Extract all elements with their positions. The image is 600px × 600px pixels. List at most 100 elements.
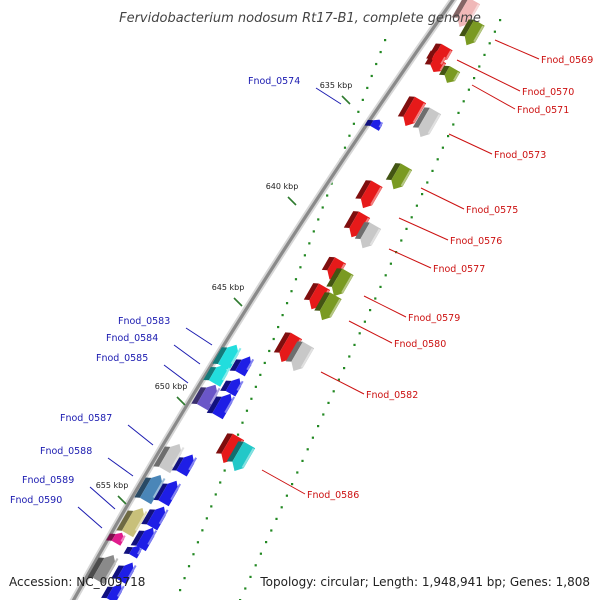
gene-fnod-0571[interactable] — [437, 64, 461, 86]
gc-skew-dot-outer — [478, 65, 481, 68]
gene-fnod-0569[interactable] — [457, 17, 485, 48]
label-connector — [261, 469, 306, 495]
gene-label[interactable]: Fnod_0574 — [248, 76, 300, 87]
gene-unlabeled-forward-3-face — [403, 96, 427, 126]
gene-unlabeled-reverse-6-highlight — [170, 483, 182, 501]
gene-label[interactable]: Fnod_0571 — [517, 105, 569, 116]
gene-label[interactable]: Fnod_0579 — [408, 313, 460, 324]
gene-unlabeled-reverse-6[interactable] — [152, 475, 182, 508]
gene-unlabeled-gray-bottom[interactable] — [87, 549, 119, 586]
label-connector — [398, 217, 449, 241]
gene-label[interactable]: Fnod_0573 — [494, 150, 546, 161]
gc-skew-dot-inner — [375, 62, 378, 66]
gene-unlabeled-reverse-9-highlight — [137, 547, 143, 555]
gene-label[interactable]: Fnod_0583 — [118, 316, 170, 327]
gc-skew-dot-outer — [285, 494, 288, 497]
gene-fnod-0586-side — [226, 441, 244, 462]
gene-fnod-0575-side — [385, 163, 401, 180]
gene-unlabeled-reverse-3[interactable] — [220, 373, 244, 399]
gc-skew-dot-inner — [219, 481, 222, 484]
gene-unlabeled-forward-5-side — [343, 211, 359, 228]
gc-skew-dot-inner — [361, 98, 364, 101]
gene-label[interactable]: Fnod_0585 — [96, 353, 148, 364]
gene-unlabeled-reverse-5[interactable] — [170, 449, 198, 479]
gene-unlabeled-reverse-8[interactable] — [130, 522, 158, 553]
gene-label[interactable]: Fnod_0580 — [394, 339, 446, 350]
gene-unlabeled-reverse-2[interactable] — [229, 351, 255, 378]
gc-skew-dot-outer — [322, 413, 325, 416]
gene-unlabeled-reverse-11-highlight — [116, 585, 125, 597]
gene-fnod-0589[interactable] — [116, 502, 148, 539]
gene-unlabeled-reverse-3-highlight — [236, 380, 244, 391]
map-title: Fervidobacterium nodosum Rt17-B1, comple… — [119, 11, 481, 26]
gene-fnod-0587[interactable] — [153, 438, 185, 475]
gene-unlabeled-reverse-7-highlight — [158, 509, 169, 525]
gene-label[interactable]: Fnod_0586 — [307, 490, 359, 501]
gc-skew-dot-outer — [499, 19, 502, 22]
gene-unlabeled-reverse-11-face — [106, 583, 122, 600]
gc-skew-dot-outer — [301, 459, 304, 462]
gc-skew-dot-outer — [244, 587, 247, 590]
gc-skew-dot-outer — [384, 274, 387, 277]
gene-fnod-0585[interactable] — [191, 379, 221, 413]
gene-fnod-0580[interactable] — [312, 290, 342, 323]
gc-skew-dot-outer — [369, 309, 372, 312]
gene-unlabeled-reverse-9[interactable] — [123, 541, 143, 561]
gene-fnod-0573[interactable] — [411, 105, 442, 140]
gc-skew-dot-inner — [308, 242, 311, 245]
gene-label[interactable]: Fnod_0576 — [450, 236, 502, 247]
gene-unlabeled-reverse-7[interactable] — [141, 501, 169, 532]
gene-fnod-0580-side — [314, 292, 331, 311]
gene-unlabeled-reverse-10[interactable] — [111, 557, 137, 586]
gene-unlabeled-reverse-5-face — [176, 454, 195, 477]
gc-skew-dot-outer — [405, 227, 408, 230]
gene-fnod-0580-highlight — [329, 298, 341, 318]
gene-unlabeled-reverse-11[interactable] — [101, 578, 125, 600]
gene-unlabeled-reverse-4[interactable] — [206, 388, 236, 421]
gene-label[interactable]: Fnod_0588 — [40, 446, 92, 457]
gene-label[interactable]: Fnod_0582 — [366, 390, 418, 401]
gc-skew-dot-outer — [421, 193, 424, 196]
gc-skew-dot-outer — [296, 471, 299, 474]
gene-label[interactable]: Fnod_0575 — [466, 205, 518, 216]
gene-label[interactable]: Fnod_0587 — [60, 413, 112, 424]
gene-label[interactable]: Fnod_0577 — [433, 264, 485, 275]
gene-label[interactable]: Fnod_0584 — [106, 333, 158, 344]
gene-label[interactable]: Fnod_0570 — [522, 87, 574, 98]
gc-skew-dot-inner — [223, 469, 226, 472]
gene-fnod-0570[interactable] — [425, 48, 447, 69]
scale-tick-mark — [176, 396, 186, 406]
gene-unlabeled-forward-3[interactable] — [396, 94, 427, 129]
gc-skew-dot-outer — [327, 401, 330, 404]
gene-fnod-0586[interactable] — [225, 439, 256, 474]
gene-fnod-0584[interactable] — [203, 359, 231, 389]
gene-unlabeled-reverse-1-highlight — [378, 121, 384, 128]
gene-fnod-0588[interactable] — [134, 469, 166, 506]
gene-unlabeled-forward-1-side — [430, 43, 442, 53]
gene-unlabeled-forward-3-side — [397, 96, 415, 117]
gene-fnod-0582[interactable] — [284, 339, 315, 374]
label-connector — [77, 506, 103, 529]
gene-fnod-0590[interactable] — [106, 528, 126, 548]
gc-skew-dot-inner — [299, 266, 302, 269]
gene-unlabeled-reverse-1[interactable] — [364, 115, 384, 133]
gene-unlabeled-forward-8-face — [279, 332, 303, 362]
gc-skew-dot-inner — [241, 421, 244, 424]
gene-label[interactable]: Fnod_0589 — [22, 475, 74, 486]
gene-fnod-0590-side — [106, 533, 116, 541]
gene-label[interactable]: Fnod_0569 — [541, 55, 593, 66]
backbone-arc — [69, 0, 458, 600]
gene-fnod-0577[interactable] — [353, 220, 382, 252]
gene-fnod-0573-side — [412, 107, 430, 128]
gene-fnod-0579[interactable] — [324, 266, 354, 299]
gc-skew-dot-outer — [410, 216, 413, 219]
gene-fnod-0575[interactable] — [384, 161, 413, 193]
gc-skew-dot-inner — [254, 385, 257, 388]
gene-unlabeled-forward-4[interactable] — [353, 178, 383, 211]
label-connector — [173, 344, 201, 365]
scale-tick-mark — [287, 196, 297, 206]
gc-skew-dot-inner — [187, 565, 191, 568]
gene-fnod-0583[interactable] — [212, 339, 242, 373]
gc-skew-dot-outer — [374, 297, 377, 300]
gene-label[interactable]: Fnod_0590 — [10, 495, 62, 506]
